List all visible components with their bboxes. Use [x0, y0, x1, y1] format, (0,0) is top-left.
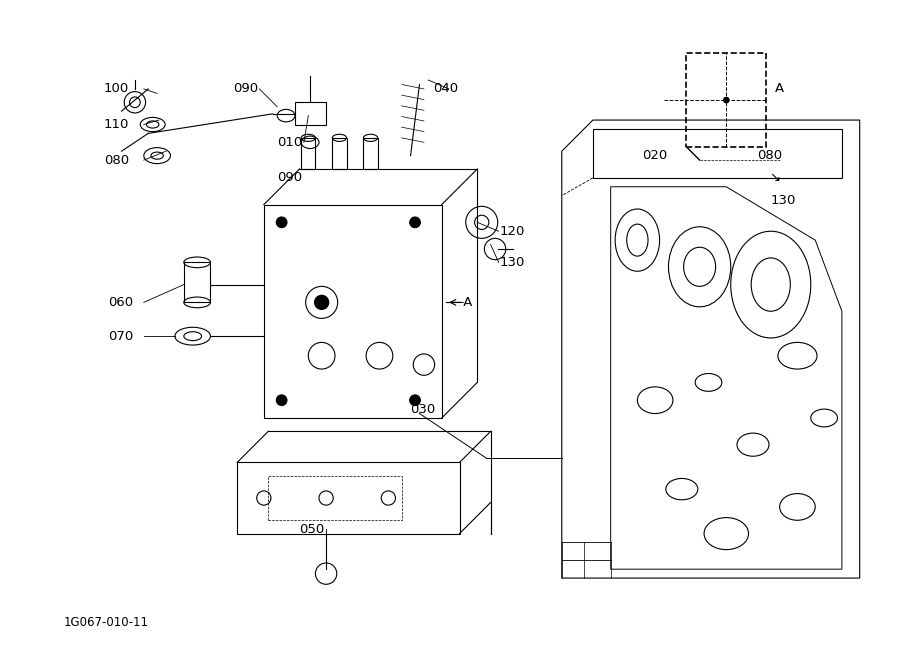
Bar — [264, 205, 442, 418]
Bar — [333, 138, 346, 169]
Circle shape — [723, 97, 729, 103]
Circle shape — [314, 295, 329, 309]
Bar — [301, 138, 315, 169]
Bar — [184, 262, 210, 302]
Text: 090: 090 — [278, 171, 302, 184]
Text: 060: 060 — [108, 296, 133, 309]
Text: 130: 130 — [771, 193, 796, 207]
Circle shape — [410, 217, 420, 227]
Circle shape — [277, 217, 287, 227]
Text: 110: 110 — [104, 118, 130, 131]
Text: 090: 090 — [233, 83, 258, 95]
Bar — [237, 462, 460, 534]
Text: 010: 010 — [278, 136, 302, 149]
Text: —A: —A — [450, 296, 473, 309]
Text: 070: 070 — [108, 329, 133, 343]
Bar — [295, 102, 326, 125]
Text: 120: 120 — [500, 225, 525, 237]
Text: 1G067-010-11: 1G067-010-11 — [63, 616, 149, 629]
Text: 080: 080 — [104, 153, 129, 167]
Text: 020: 020 — [641, 149, 667, 162]
Text: 100: 100 — [104, 83, 129, 95]
Text: 050: 050 — [300, 523, 324, 536]
Circle shape — [410, 395, 420, 406]
Bar — [268, 476, 402, 520]
Bar — [593, 129, 842, 178]
Bar — [363, 138, 378, 169]
Circle shape — [277, 395, 287, 406]
Text: A: A — [776, 83, 784, 95]
Text: ↘: ↘ — [769, 171, 780, 184]
Text: 080: 080 — [757, 149, 783, 162]
Text: 130: 130 — [500, 256, 525, 269]
Text: 040: 040 — [433, 83, 458, 95]
Text: 030: 030 — [411, 403, 436, 416]
